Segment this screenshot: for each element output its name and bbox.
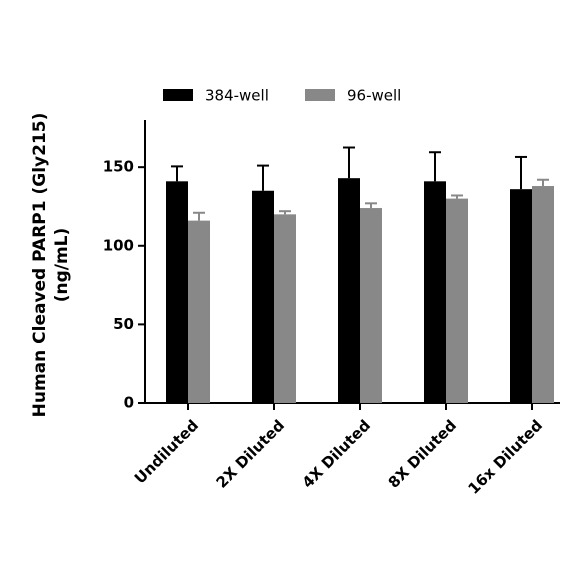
bar (510, 189, 532, 403)
x-tick-label: Undiluted (131, 416, 202, 487)
y-tick-label: 150 (103, 158, 134, 176)
bar (446, 198, 468, 403)
bar (252, 190, 274, 403)
y-axis-label: Human Cleaved PARP1 (Gly215) (30, 113, 50, 418)
y-tick-label: 50 (113, 315, 134, 333)
x-tick-label: 4X Diluted (299, 416, 374, 491)
legend-swatch (305, 89, 335, 101)
bar (274, 214, 296, 403)
y-tick-label: 100 (103, 236, 134, 254)
x-tick-label: 2X Diluted (213, 416, 288, 491)
bar (424, 181, 446, 403)
y-tick-label: 0 (124, 394, 134, 412)
legend-label: 384-well (205, 87, 269, 105)
y-axis-label: (ng/mL) (52, 228, 72, 303)
legend-label: 96-well (347, 87, 401, 105)
bar (338, 178, 360, 403)
x-tick-label: 8X Diluted (385, 416, 460, 491)
bar (166, 181, 188, 403)
legend-swatch (163, 89, 193, 101)
x-tick-label: 16x Diluted (465, 416, 547, 498)
bar (532, 186, 554, 403)
bar (360, 208, 382, 403)
bar (188, 220, 210, 403)
